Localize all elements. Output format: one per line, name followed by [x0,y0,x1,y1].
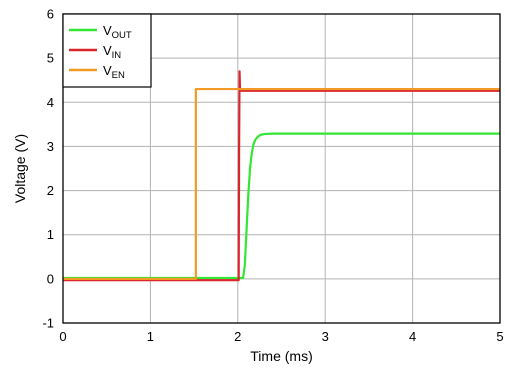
legend-label: VEN [103,63,125,81]
y-tick-label: 3 [47,139,54,154]
y-tick-label: 0 [47,271,54,286]
series-line-ven [63,87,500,280]
y-axis-label: Voltage (V) [12,134,28,203]
legend-label: VIN [103,43,121,61]
series-lines [63,70,500,282]
tick-labels: 0 1 2 3 4 5 -1 0 1 2 3 4 5 6 [42,7,503,345]
x-tick-label: 5 [496,329,503,344]
legend-label: VOUT [103,23,132,41]
y-tick-label: 4 [47,95,54,110]
x-tick-label: 3 [322,329,329,344]
x-tick-label: 4 [409,329,416,344]
x-axis-label: Time (ms) [250,348,312,364]
x-tick-label: 0 [59,329,66,344]
y-tick-label: 2 [47,183,54,198]
plot-frame [62,13,501,324]
legend: VOUT VIN VEN [62,13,152,88]
x-tick-label: 1 [147,329,154,344]
y-tick-label: 5 [47,51,54,66]
y-tick-label: -1 [42,316,54,331]
series-line-vout [63,132,500,280]
x-tick-label: 2 [234,329,241,344]
y-tick-label: 6 [47,7,54,22]
series-line-vin [63,70,500,282]
y-tick-label: 1 [47,227,54,242]
